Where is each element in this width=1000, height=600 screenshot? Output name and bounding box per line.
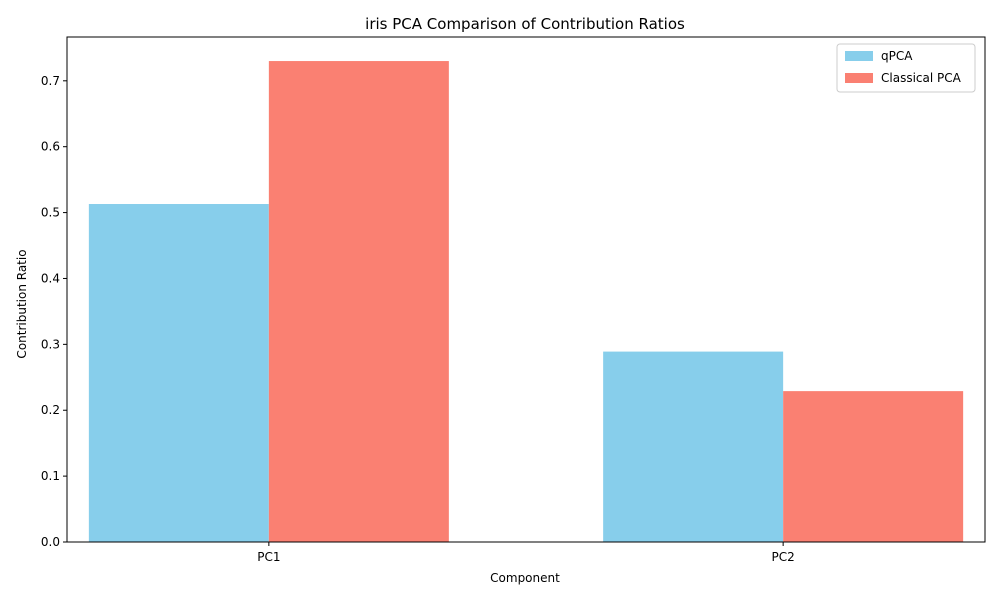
y-axis: 0.0 0.1 0.2 0.3 0.4 0.5 0.6 0.7 <box>41 74 67 549</box>
y-tick-label: 0.2 <box>41 403 60 417</box>
bar-qpca-pc2 <box>603 351 784 542</box>
bar-classical-pca-pc1 <box>268 61 449 543</box>
y-tick-label: 0.1 <box>41 469 60 483</box>
chart-title: iris PCA Comparison of Contribution Rati… <box>365 15 685 33</box>
y-tick-label: 0.0 <box>41 535 60 549</box>
y-tick-label: 0.4 <box>41 271 60 285</box>
y-tick-label: 0.7 <box>41 74 60 88</box>
x-tick-label: PC1 <box>257 550 280 564</box>
legend: qPCA Classical PCA <box>836 43 976 93</box>
plot-area <box>66 36 986 543</box>
x-axis-label: Component <box>490 571 560 585</box>
y-tick-label: 0.5 <box>41 206 60 220</box>
x-axis: PC1 PC2 <box>257 542 795 564</box>
legend-swatch <box>845 73 873 83</box>
y-axis-label: Contribution Ratio <box>15 249 29 358</box>
legend-entry: Classical PCA <box>881 71 962 85</box>
y-tick-label: 0.6 <box>41 140 60 154</box>
legend-swatch <box>845 51 873 61</box>
x-tick-label: PC2 <box>772 550 795 564</box>
bar-qpca-pc1 <box>88 204 269 542</box>
legend-entry: qPCA <box>881 49 913 63</box>
y-tick-label: 0.3 <box>41 337 60 351</box>
plot-frame <box>66 36 986 543</box>
bar-classical-pca-pc2 <box>783 391 964 542</box>
